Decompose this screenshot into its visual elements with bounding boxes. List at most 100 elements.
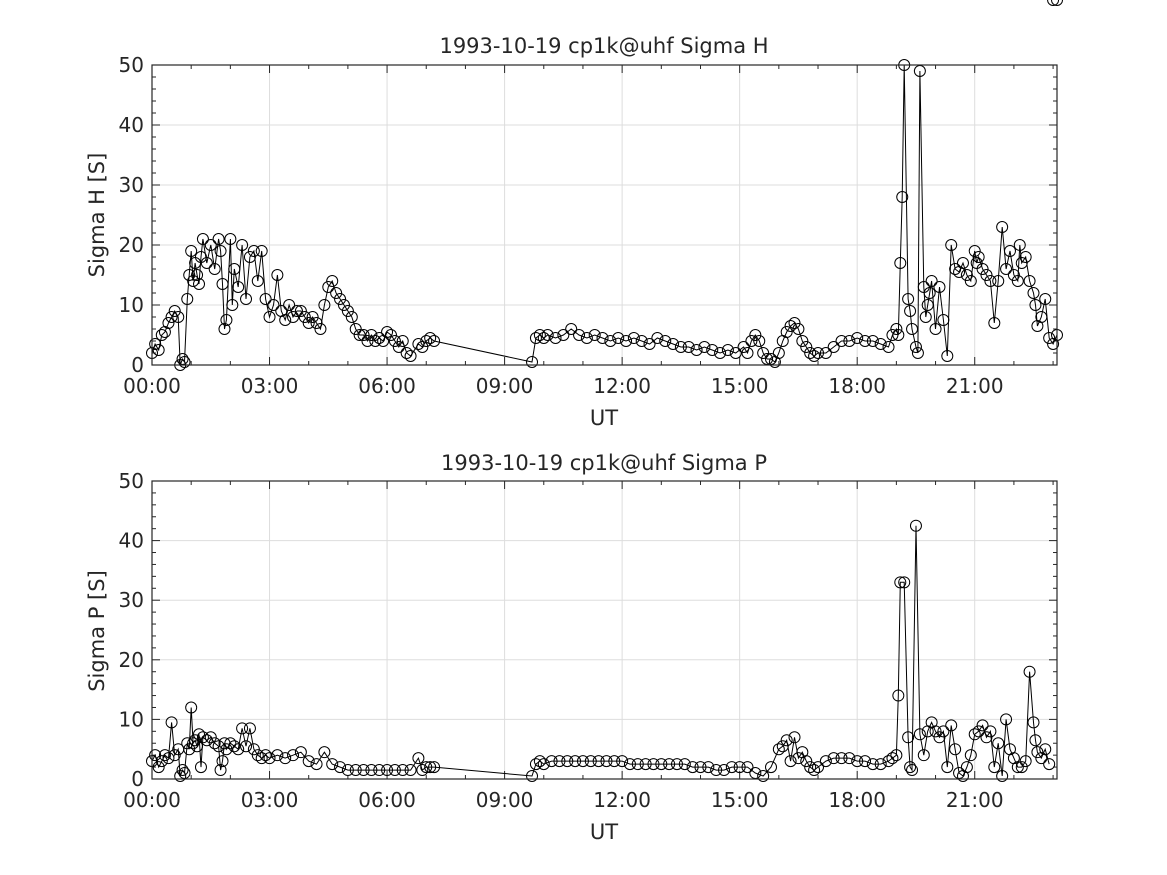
sigma-h-data-point xyxy=(152,344,165,356)
sigma-p-data-point xyxy=(294,746,307,759)
sigma-h-data-point xyxy=(757,347,770,359)
sigma-p-data-point xyxy=(1047,0,1060,6)
sigma-h-data-point xyxy=(424,332,437,344)
sigma-h-data-point xyxy=(247,245,260,257)
sigma-h-xtick-label: 18:00 xyxy=(828,374,886,398)
sigma-p-data-point xyxy=(187,737,200,750)
sigma-h-data-point xyxy=(800,341,813,353)
sigma-h-data-point xyxy=(191,269,204,281)
sigma-p-data-point xyxy=(882,755,895,768)
sigma-p-data-point xyxy=(310,758,323,771)
sigma-p-data-point xyxy=(792,752,805,765)
sigma-h-data-point xyxy=(996,221,1009,233)
sigma-p-data-point xyxy=(357,764,370,777)
sigma-p-data-point xyxy=(812,761,825,774)
sigma-h-data-point xyxy=(204,239,217,251)
sigma-h-data-point xyxy=(214,245,227,257)
sigma-h-data-point xyxy=(980,269,993,281)
sigma-p-data-point xyxy=(906,764,919,777)
sigma-p-data-point xyxy=(819,755,832,768)
sigma-h-data-point xyxy=(941,350,954,362)
sigma-h-data-point xyxy=(326,275,339,287)
sigma-h-data-point xyxy=(283,299,296,311)
sigma-h-data-point xyxy=(682,341,695,353)
sigma-h-data-point xyxy=(200,257,213,269)
sigma-h-data-point xyxy=(318,299,331,311)
sigma-h-ytick-label: 20 xyxy=(119,233,144,257)
sigma-p-ytick-label: 0 xyxy=(131,767,144,791)
sigma-h-data-point xyxy=(216,278,229,290)
sigma-p-data-point xyxy=(326,758,339,771)
sigma-p-xtick-label: 03:00 xyxy=(241,788,299,812)
sigma-h-markers xyxy=(146,59,1063,371)
sigma-h-data-point xyxy=(420,335,433,347)
sigma-h-data-point xyxy=(1019,251,1032,263)
sigma-p-data-point xyxy=(804,761,817,774)
sigma-p-ytick-label: 40 xyxy=(119,529,144,553)
sigma-h-data-point xyxy=(388,335,401,347)
sigma-h-data-point xyxy=(267,299,280,311)
sigma-h-data-point xyxy=(859,335,872,347)
sigma-h-data-point xyxy=(1027,287,1040,299)
sigma-h-data-point xyxy=(972,251,985,263)
sigma-p-data-point xyxy=(1000,713,1013,726)
sigma-h-data-point xyxy=(835,335,848,347)
sigma-p-data-point xyxy=(1015,761,1028,774)
sigma-p-data-point xyxy=(158,749,171,762)
sigma-h-data-point xyxy=(185,245,198,257)
sigma-p-data-point xyxy=(894,576,907,589)
sigma-p-data-point xyxy=(941,761,954,774)
sigma-p-data-point xyxy=(232,743,245,756)
sigma-p-data-point xyxy=(271,749,284,762)
sigma-h-data-point xyxy=(392,341,405,353)
sigma-p-data-point xyxy=(318,746,331,759)
sigma-h-data-point xyxy=(294,305,307,317)
sigma-h-data-point xyxy=(988,317,1001,329)
sigma-p-data-point xyxy=(678,758,691,771)
sigma-p-data-point xyxy=(874,758,887,771)
sigma-p-series-line xyxy=(151,525,1050,777)
sigma-h-data-point xyxy=(772,347,785,359)
sigma-h-data-point xyxy=(1039,293,1052,305)
sigma-h-data-point xyxy=(334,293,347,305)
sigma-p-data-point xyxy=(214,764,227,777)
sigma-h-data-point xyxy=(236,239,249,251)
sigma-p-data-point xyxy=(388,764,401,777)
sigma-h-data-point xyxy=(737,341,750,353)
sigma-p-data-point xyxy=(149,749,162,762)
sigma-h-data-point xyxy=(706,344,719,356)
sigma-h-data-point xyxy=(322,281,335,293)
sigma-h-data-point xyxy=(428,335,441,347)
sigma-p-data-point xyxy=(949,743,962,756)
sigma-h-data-point xyxy=(1003,245,1016,257)
sigma-h-data-point xyxy=(400,347,413,359)
sigma-h-data-point xyxy=(573,329,586,341)
sigma-h-data-point xyxy=(218,323,231,335)
sigma-h-data-point xyxy=(178,356,191,368)
sigma-p-data-point xyxy=(189,734,202,747)
sigma-p-data-point xyxy=(733,761,746,774)
sigma-h-data-point xyxy=(416,341,429,353)
sigma-h-ytick-label: 50 xyxy=(119,53,144,77)
sigma-p-data-point xyxy=(155,755,168,768)
sigma-p-data-point xyxy=(757,770,770,783)
sigma-p-data-point xyxy=(263,752,276,765)
sigma-h-data-point xyxy=(635,335,648,347)
sigma-h-data-point xyxy=(243,251,256,263)
sigma-p-ylabel: Sigma P [S] xyxy=(85,570,109,692)
sigma-h-data-point xyxy=(196,233,209,245)
sigma-h-data-point xyxy=(956,257,969,269)
sigma-h-ytick-label: 40 xyxy=(119,113,144,137)
sigma-p-xtick-label: 00:00 xyxy=(123,788,181,812)
sigma-h-data-point xyxy=(896,191,909,203)
sigma-p-data-point xyxy=(165,716,178,729)
sigma-h-data-point xyxy=(404,350,417,362)
sigma-p-data-point xyxy=(647,758,660,771)
sigma-p-data-point xyxy=(866,758,879,771)
sigma-p-axes-frame xyxy=(151,480,1058,780)
sigma-p-data-point xyxy=(655,758,668,771)
sigma-h-data-point xyxy=(302,317,315,329)
sigma-p-markers xyxy=(146,0,1063,783)
sigma-p-data-point xyxy=(529,758,542,771)
sigma-p-data-point xyxy=(964,749,977,762)
